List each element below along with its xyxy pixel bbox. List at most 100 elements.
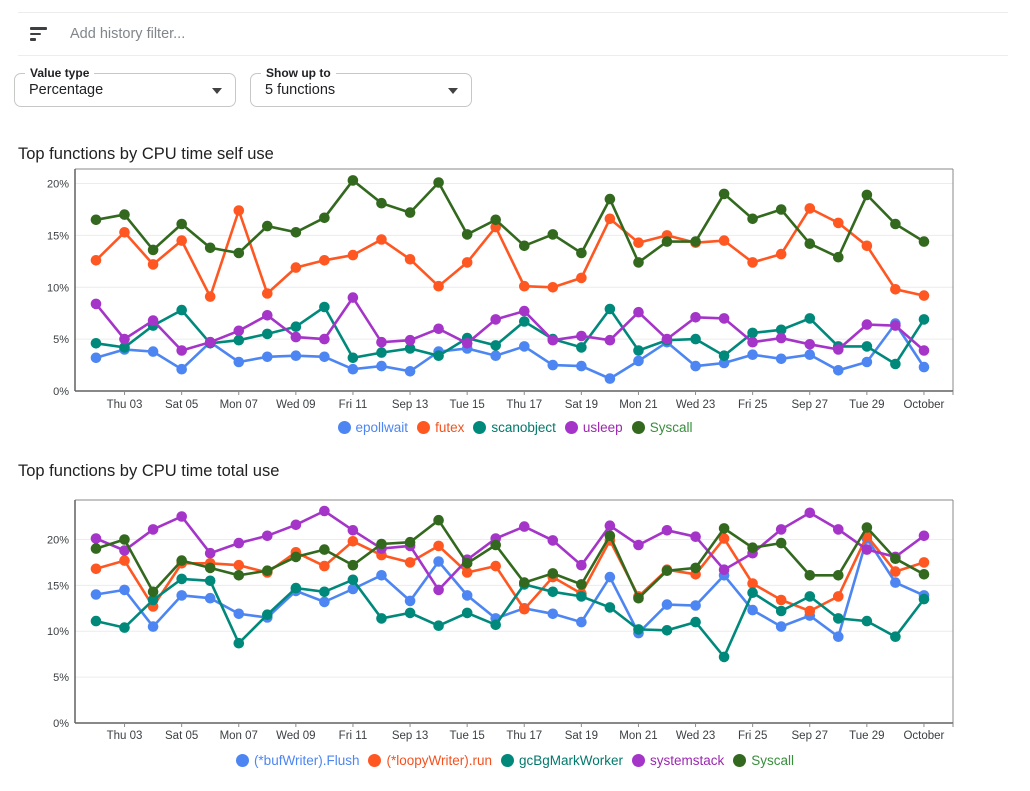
data-point[interactable] bbox=[918, 314, 930, 325]
data-point[interactable] bbox=[119, 209, 130, 220]
data-point[interactable] bbox=[176, 555, 187, 566]
data-point[interactable] bbox=[690, 312, 701, 323]
data-point[interactable] bbox=[376, 347, 387, 358]
data-point[interactable] bbox=[233, 325, 245, 337]
data-point[interactable] bbox=[519, 316, 530, 327]
data-point[interactable] bbox=[404, 366, 416, 377]
show-up-to-select[interactable]: Show up to 5 functions bbox=[250, 66, 472, 107]
data-point[interactable] bbox=[319, 333, 330, 345]
data-point[interactable] bbox=[233, 537, 245, 549]
data-point[interactable] bbox=[347, 574, 359, 586]
data-point[interactable] bbox=[918, 290, 930, 301]
data-point[interactable] bbox=[433, 620, 444, 631]
data-point[interactable] bbox=[347, 525, 359, 536]
data-point[interactable] bbox=[176, 304, 187, 316]
data-point[interactable] bbox=[547, 568, 559, 579]
data-point[interactable] bbox=[775, 353, 787, 365]
data-point[interactable] bbox=[576, 559, 587, 571]
data-point[interactable] bbox=[519, 240, 530, 252]
data-point[interactable] bbox=[690, 531, 701, 542]
data-point[interactable] bbox=[804, 605, 816, 617]
data-point[interactable] bbox=[604, 213, 616, 225]
data-point[interactable] bbox=[690, 236, 701, 247]
data-point[interactable] bbox=[319, 255, 330, 266]
data-point[interactable] bbox=[233, 334, 245, 346]
data-point[interactable] bbox=[576, 360, 587, 372]
data-point[interactable] bbox=[262, 565, 273, 576]
data-point[interactable] bbox=[147, 586, 159, 598]
data-point[interactable] bbox=[833, 631, 844, 642]
data-point[interactable] bbox=[804, 238, 816, 249]
data-point[interactable] bbox=[119, 545, 130, 556]
data-point[interactable] bbox=[918, 361, 930, 373]
data-point[interactable] bbox=[204, 547, 216, 559]
data-point[interactable] bbox=[404, 607, 416, 619]
data-point[interactable] bbox=[804, 349, 816, 360]
data-point[interactable] bbox=[861, 615, 873, 627]
data-point[interactable] bbox=[404, 254, 416, 265]
data-point[interactable] bbox=[519, 280, 530, 292]
data-point[interactable] bbox=[604, 571, 616, 583]
data-point[interactable] bbox=[404, 343, 416, 354]
data-point[interactable] bbox=[861, 544, 873, 555]
data-point[interactable] bbox=[204, 336, 216, 348]
data-point[interactable] bbox=[576, 579, 587, 590]
data-point[interactable] bbox=[90, 338, 102, 349]
data-point[interactable] bbox=[747, 604, 758, 616]
data-point[interactable] bbox=[861, 319, 873, 330]
data-point[interactable] bbox=[233, 247, 245, 259]
data-point[interactable] bbox=[490, 539, 502, 551]
data-point[interactable] bbox=[90, 255, 102, 266]
data-point[interactable] bbox=[804, 313, 816, 324]
data-point[interactable] bbox=[604, 303, 616, 315]
data-point[interactable] bbox=[661, 625, 673, 636]
series-scanobject[interactable] bbox=[90, 301, 930, 370]
data-point[interactable] bbox=[833, 365, 844, 376]
data-point[interactable] bbox=[604, 193, 616, 205]
data-point[interactable] bbox=[376, 570, 387, 581]
data-point[interactable] bbox=[918, 557, 930, 568]
data-point[interactable] bbox=[918, 530, 930, 542]
data-point[interactable] bbox=[90, 214, 102, 226]
data-point[interactable] bbox=[404, 595, 416, 607]
data-point[interactable] bbox=[119, 555, 130, 566]
data-point[interactable] bbox=[747, 587, 758, 598]
data-point[interactable] bbox=[890, 358, 901, 370]
data-point[interactable] bbox=[90, 298, 102, 310]
data-point[interactable] bbox=[90, 543, 102, 554]
data-point[interactable] bbox=[119, 227, 130, 238]
data-point[interactable] bbox=[319, 212, 330, 224]
data-point[interactable] bbox=[147, 346, 159, 357]
data-point[interactable] bbox=[147, 244, 159, 256]
data-point[interactable] bbox=[718, 188, 730, 200]
data-point[interactable] bbox=[661, 525, 673, 536]
data-point[interactable] bbox=[490, 221, 502, 233]
data-point[interactable] bbox=[519, 577, 530, 588]
data-point[interactable] bbox=[119, 584, 130, 596]
data-point[interactable] bbox=[290, 262, 302, 273]
data-point[interactable] bbox=[747, 542, 758, 553]
data-point[interactable] bbox=[890, 218, 901, 230]
data-point[interactable] bbox=[547, 608, 559, 620]
data-point[interactable] bbox=[890, 631, 901, 642]
data-point[interactable] bbox=[262, 351, 273, 363]
data-point[interactable] bbox=[547, 229, 559, 240]
data-point[interactable] bbox=[804, 591, 816, 602]
data-point[interactable] bbox=[461, 257, 473, 268]
data-point[interactable] bbox=[490, 214, 502, 226]
data-point[interactable] bbox=[690, 562, 701, 574]
data-point[interactable] bbox=[119, 622, 130, 633]
data-point[interactable] bbox=[290, 350, 302, 361]
data-point[interactable] bbox=[433, 177, 444, 188]
data-point[interactable] bbox=[747, 213, 758, 225]
data-point[interactable] bbox=[604, 334, 616, 346]
data-point[interactable] bbox=[319, 505, 330, 517]
data-point[interactable] bbox=[433, 280, 444, 292]
data-point[interactable] bbox=[775, 605, 787, 617]
data-point[interactable] bbox=[376, 613, 387, 624]
data-point[interactable] bbox=[290, 321, 302, 332]
data-point[interactable] bbox=[690, 616, 701, 628]
data-point[interactable] bbox=[918, 593, 930, 605]
data-point[interactable] bbox=[690, 333, 701, 345]
data-point[interactable] bbox=[319, 596, 330, 608]
